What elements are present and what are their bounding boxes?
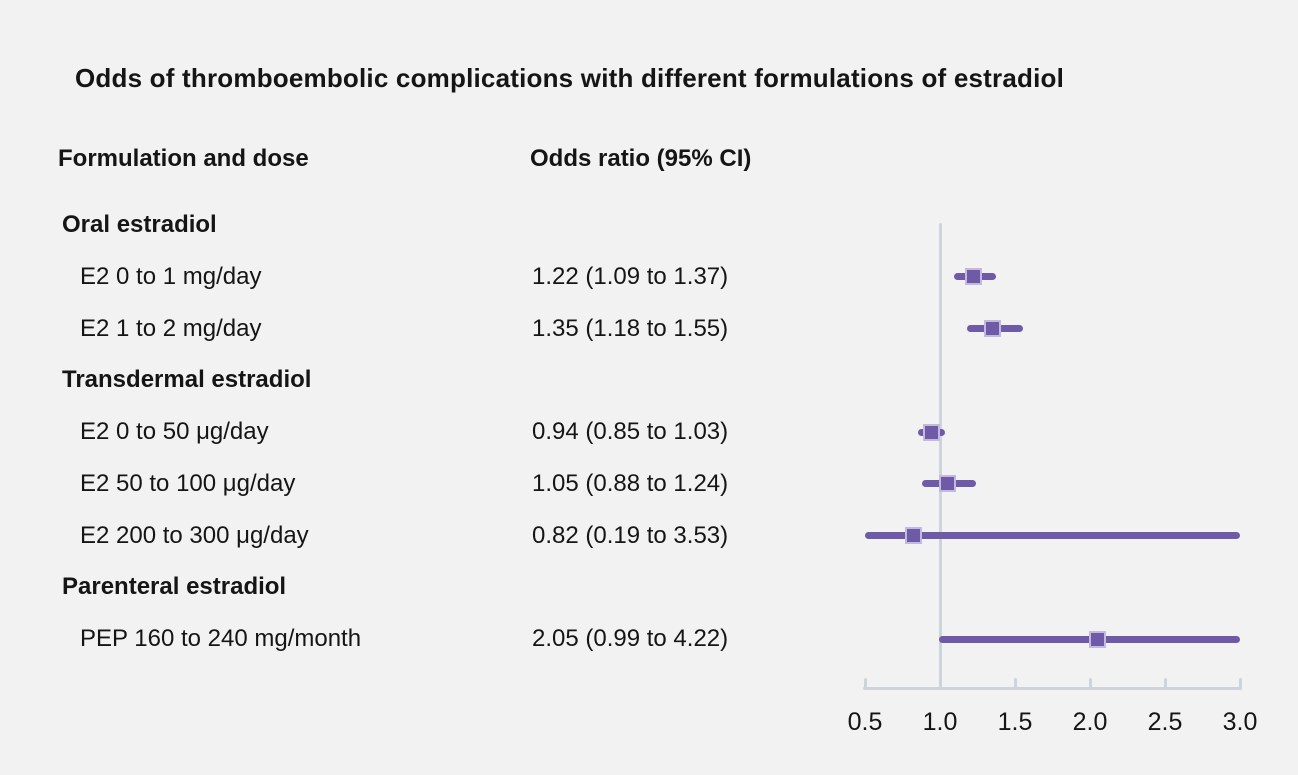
axis-tick-label: 0.5: [847, 708, 883, 736]
row-value: 0.82 (0.19 to 3.53): [532, 521, 729, 549]
row-label: E2 0 to 50 μg/day: [80, 418, 269, 445]
or-marker: [1089, 630, 1106, 648]
group-label: Parenteral estradiol: [62, 573, 287, 601]
row-value: 1.35 (1.18 to 1.55): [532, 314, 729, 342]
reference-line: [938, 223, 942, 690]
or-marker: [922, 423, 940, 441]
ci-bar: [865, 532, 1240, 539]
axis-tick: [1013, 678, 1017, 689]
or-marker: [939, 475, 956, 493]
or-marker: [984, 320, 1001, 337]
axis-tick-label: 2.0: [1072, 708, 1108, 736]
or-marker: [964, 268, 982, 286]
chart-title: Odds of thromboembolic complications wit…: [75, 63, 1065, 93]
row-value: 1.22 (1.09 to 1.37): [532, 262, 729, 290]
row-value: 1.05 (0.88 to 1.24): [532, 469, 729, 497]
row-label: E2 200 to 300 μg/day: [80, 521, 309, 549]
axis-tick-label: 1.5: [997, 708, 1033, 736]
axis-tick-label: 2.5: [1147, 708, 1183, 736]
axis-tick: [1238, 678, 1242, 689]
axis-tick: [1163, 678, 1167, 689]
axis-tick-label: 1.0: [922, 708, 958, 736]
row-label: PEP 160 to 240 mg/month: [80, 625, 362, 652]
x-axis-line: [863, 687, 1242, 690]
axis-tick-label: 3.0: [1222, 708, 1258, 736]
row-label: E2 1 to 2 mg/day: [80, 314, 262, 342]
or-marker: [904, 527, 922, 544]
group-label: Transdermal estradiol: [62, 366, 312, 394]
row-label: E2 0 to 1 mg/day: [80, 262, 262, 290]
column-header-odds-ratio: Odds ratio (95% CI): [530, 145, 752, 172]
column-header-formulation: Formulation and dose: [58, 145, 309, 172]
axis-tick: [863, 678, 867, 689]
row-label: E2 50 to 100 μg/day: [80, 469, 296, 497]
group-label: Oral estradiol: [62, 211, 217, 238]
axis-tick: [1088, 678, 1092, 689]
row-value: 0.94 (0.85 to 1.03): [532, 418, 729, 445]
row-value: 2.05 (0.99 to 4.22): [532, 625, 729, 652]
